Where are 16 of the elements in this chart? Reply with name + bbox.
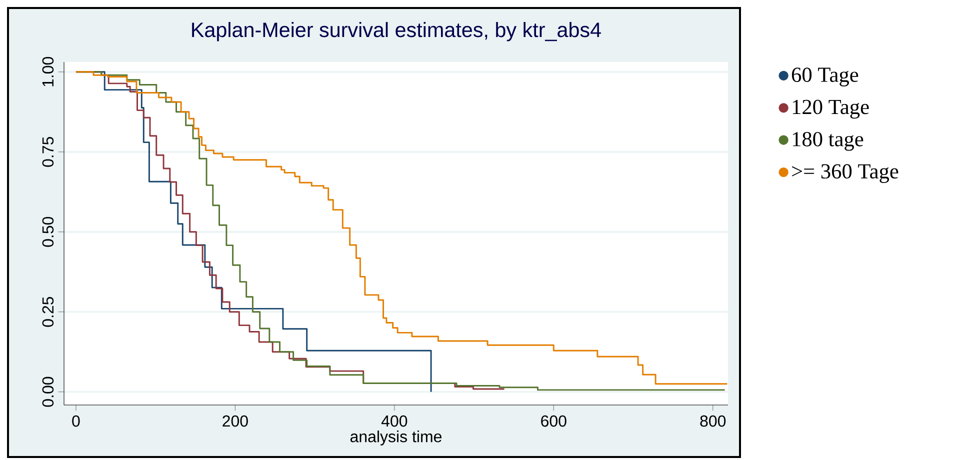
x-tick-label: 400 [381,415,408,427]
y-tick-label: 0.75 [42,137,54,167]
y-tick-label: 0.25 [42,296,54,327]
legend-label: 180 tage [792,132,864,151]
x-axis-title: analysis time [350,430,442,446]
y-tick-label: 1.00 [42,56,54,86]
y-tick-label: 0.50 [42,216,54,247]
x-tick-label: 0 [72,415,80,427]
x-tick-label: 200 [222,415,248,427]
y-tick-label: 0.00 [42,376,54,407]
x-tick-label: 600 [541,415,566,427]
x-tick-label: 800 [700,415,726,427]
chart-title: Kaplan-Meier survival estimates, by ktr_abs4 [192,22,601,42]
legend-label: 60 Tage [792,68,858,86]
legend-label: >= 360 Tage [792,164,898,183]
legend-label: 120 Tage [792,100,869,119]
